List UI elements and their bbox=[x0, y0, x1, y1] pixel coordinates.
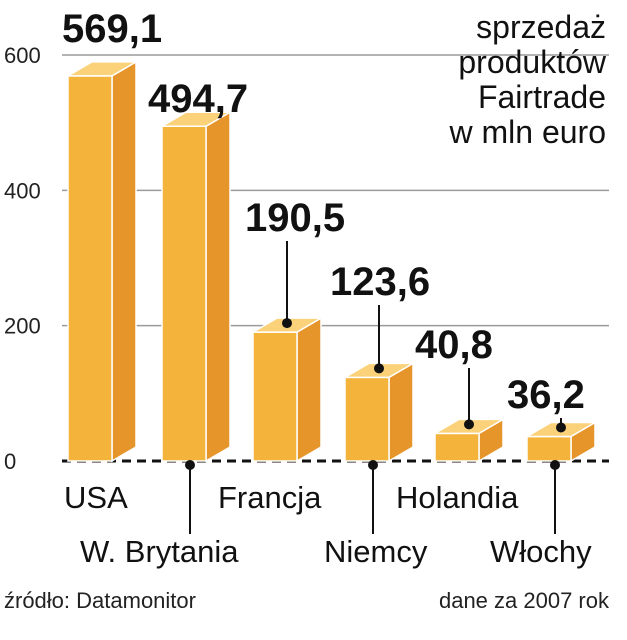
value-leader-dot bbox=[464, 419, 474, 430]
value-label: 569,1 bbox=[62, 7, 162, 51]
bar bbox=[342, 362, 416, 463]
bar bbox=[65, 60, 139, 463]
value-leader-dot bbox=[282, 318, 292, 329]
value-leader-dot bbox=[556, 422, 566, 433]
chart-title-line-3: Fairtrade bbox=[478, 79, 606, 115]
value-label: 40,8 bbox=[415, 323, 493, 367]
chart-title-line-4: w mln euro bbox=[449, 114, 607, 150]
bar bbox=[250, 316, 324, 463]
category-label: W. Brytania bbox=[80, 534, 239, 569]
category-label: USA bbox=[64, 480, 128, 515]
grid-lines bbox=[62, 54, 609, 327]
y-axis-ticks: 0 200 400 600 bbox=[4, 43, 41, 474]
y-tick-label: 0 bbox=[4, 449, 16, 474]
y-tick-label: 200 bbox=[4, 314, 41, 339]
y-tick-label: 400 bbox=[4, 178, 41, 203]
chart-title-line-1: sprzedaż bbox=[476, 9, 606, 45]
bar bbox=[159, 110, 233, 463]
value-label: 190,5 bbox=[245, 196, 345, 240]
category-label: Holandia bbox=[396, 480, 519, 515]
bars bbox=[65, 60, 598, 463]
value-leader-dot bbox=[374, 363, 384, 374]
source-note: źródło: Datamonitor bbox=[4, 588, 196, 613]
category-label: Francja bbox=[218, 480, 322, 515]
y-tick-label: 600 bbox=[4, 43, 41, 68]
year-note: dane za 2007 rok bbox=[439, 588, 610, 613]
category-label: Włochy bbox=[490, 534, 592, 569]
category-label: Niemcy bbox=[324, 534, 428, 569]
leader-lines bbox=[185, 241, 566, 534]
chart-title-line-2: produktów bbox=[458, 44, 607, 80]
value-label: 123,6 bbox=[330, 260, 430, 304]
value-label: 36,2 bbox=[507, 373, 585, 417]
value-label: 494,7 bbox=[148, 77, 248, 121]
value-labels: 569,1 494,7 190,5 123,6 40,8 36,2 bbox=[62, 7, 585, 417]
